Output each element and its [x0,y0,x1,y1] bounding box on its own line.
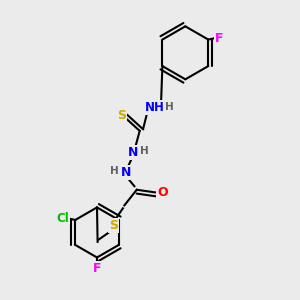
Text: O: O [157,186,168,199]
Text: H: H [140,146,148,157]
Text: Cl: Cl [57,212,69,225]
Text: N: N [128,146,138,159]
Text: H: H [165,102,174,112]
Text: F: F [215,32,224,45]
Text: F: F [93,262,101,275]
Text: S: S [117,109,126,122]
Text: NH: NH [145,101,164,114]
Text: N: N [121,167,131,179]
Text: S: S [109,220,118,232]
Text: H: H [110,167,119,176]
